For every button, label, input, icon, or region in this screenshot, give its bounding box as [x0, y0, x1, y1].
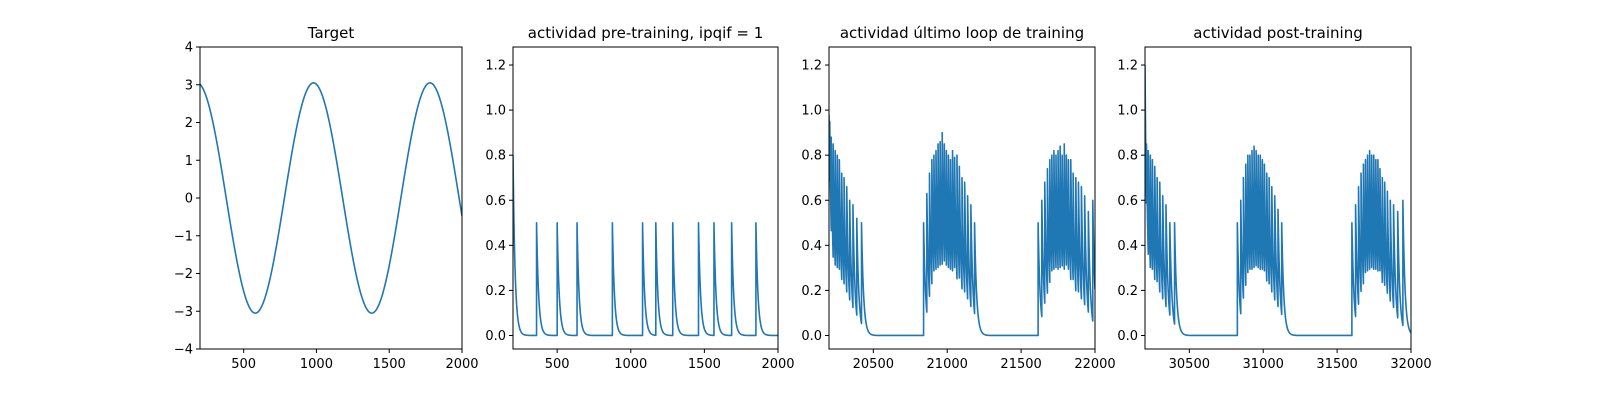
subplot-3: 20500 21000 21500 22000 0.0 0.2 0.4 0.6 0.8 1.0 1.… [801, 24, 1115, 372]
x-tick-label: 1500 [373, 357, 406, 372]
chart-title: actividad post-training [1193, 24, 1362, 42]
y-tick-label: 1 [185, 154, 193, 169]
series-line-1 [200, 82, 462, 314]
y-tick-label: −2 [174, 267, 193, 282]
y-tick-label: 3 [185, 78, 193, 93]
subplot-1: 500 1000 1500 2000 −4 −3 −2 −1 0 1 2 3 4 Target [174, 24, 479, 372]
y-tick-label: 4 [185, 41, 193, 56]
y-tick-label: 0.8 [801, 149, 822, 164]
x-tick-label: 500 [231, 357, 256, 372]
x-tick-label: 21000 [927, 357, 968, 372]
y-tick-label: 2 [185, 116, 193, 131]
x-tick-label: 1000 [300, 357, 333, 372]
x-tick-label: 2000 [761, 357, 794, 372]
series-line-1 [1145, 65, 1411, 337]
y-tick-label: 1.2 [1117, 59, 1138, 74]
y-tick-label: 0.0 [1117, 329, 1138, 344]
y-tick-label: 0.4 [801, 239, 822, 254]
x-tick-label: 1000 [614, 357, 647, 372]
chart-title: actividad pre-training, ipqif = 1 [528, 24, 764, 42]
x-tick-label: 22000 [1074, 357, 1115, 372]
y-tick-label: 0.4 [1117, 239, 1138, 254]
x-tick-label: 1500 [688, 357, 721, 372]
axes-frame [1144, 46, 1412, 350]
x-tick-label: 30500 [1169, 357, 1210, 372]
series-line-1 [829, 114, 1095, 337]
x-tick-label: 20500 [853, 357, 894, 372]
x-tick-label: 31000 [1243, 357, 1284, 372]
y-tick-label: 0 [185, 192, 193, 207]
y-tick-label: 0.6 [485, 194, 506, 209]
x-tick-label: 500 [545, 357, 570, 372]
y-tick-label: 0.6 [801, 194, 822, 209]
axes-frame [828, 46, 1096, 350]
y-tick-label: 1.2 [485, 59, 506, 74]
axes-frame [512, 46, 779, 350]
y-tick-label: 0.0 [801, 329, 822, 344]
y-tick-label: 0.2 [801, 284, 822, 299]
chart-title: Target [307, 24, 355, 42]
y-tick-label: 0.4 [485, 239, 506, 254]
x-tick-label: 31500 [1316, 357, 1357, 372]
y-tick-label: 1.2 [801, 59, 822, 74]
x-tick-label: 32000 [1390, 357, 1431, 372]
y-tick-label: −4 [174, 343, 193, 358]
y-tick-label: 0.0 [485, 329, 506, 344]
x-tick-label: 21500 [1000, 357, 1041, 372]
y-tick-label: −1 [174, 229, 193, 244]
y-tick-label: −3 [174, 305, 193, 320]
series-line-1 [513, 155, 778, 337]
y-tick-label: 1.0 [801, 104, 822, 119]
y-tick-label: 1.0 [485, 104, 506, 119]
y-tick-label: 1.0 [1117, 104, 1138, 119]
y-tick-label: 0.8 [1117, 149, 1138, 164]
y-tick-label: 0.2 [485, 284, 506, 299]
y-tick-label: 0.2 [1117, 284, 1138, 299]
chart-title: actividad último loop de training [840, 24, 1084, 42]
y-tick-label: 0.6 [1117, 194, 1138, 209]
y-tick-label: 0.8 [485, 149, 506, 164]
subplot-2: 500 1000 1500 2000 0.0 0.2 0.4 0.6 0.8 1.0 1.2 acti… [485, 24, 794, 372]
subplot-4: 30500 31000 31500 32000 0.0 0.2 0.4 0.6 0.8 1.0 1.… [1117, 24, 1431, 372]
x-tick-label: 2000 [445, 357, 478, 372]
